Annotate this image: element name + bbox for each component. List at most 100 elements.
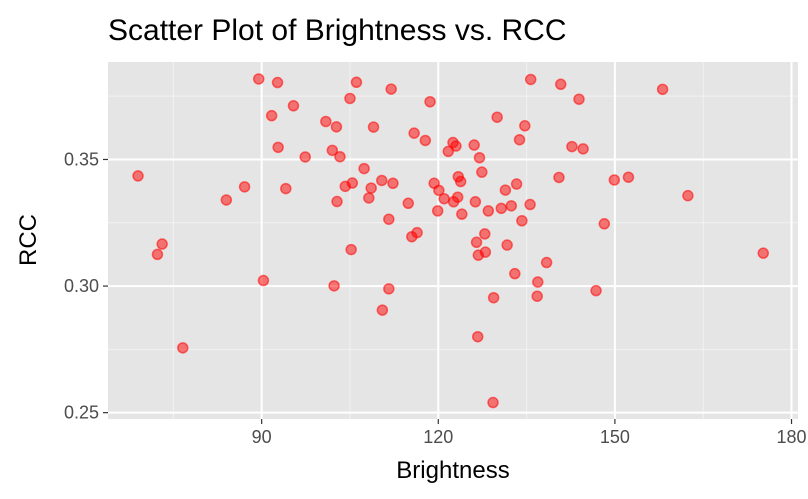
data-point [326, 144, 339, 157]
data-point [524, 198, 536, 211]
data-point [272, 141, 284, 154]
data-point [431, 205, 444, 217]
data-point [328, 280, 340, 292]
data-point [442, 145, 455, 158]
plot-panel [108, 62, 798, 419]
data-point [238, 181, 251, 193]
data-point [553, 171, 565, 184]
data-point [367, 121, 380, 133]
data-point [271, 76, 284, 89]
y-axis-label: RCC [15, 214, 42, 266]
data-point [598, 218, 611, 230]
data-point [519, 120, 531, 132]
data-point [438, 192, 450, 205]
data-point [383, 213, 395, 225]
data-point [682, 189, 694, 202]
y-tick-label: 0.35 [64, 149, 99, 169]
data-point [487, 291, 500, 304]
data-point [132, 170, 144, 182]
data-point [532, 276, 544, 288]
data-point [540, 256, 553, 269]
data-point [476, 166, 488, 178]
data-point [376, 174, 388, 187]
data-point [573, 93, 585, 105]
data-point [156, 238, 168, 250]
data-point [470, 236, 483, 249]
x-tick-label: 120 [423, 427, 453, 447]
data-point [554, 78, 567, 91]
data-point [468, 139, 480, 151]
data-point [495, 202, 508, 215]
data-point [469, 196, 482, 208]
data-point [566, 140, 578, 153]
data-point [524, 73, 537, 86]
data-point [346, 177, 359, 189]
data-point [433, 184, 445, 197]
data-point [151, 248, 164, 261]
chart-title: Scatter Plot of Brightness vs. RCC [108, 14, 567, 47]
data-point [451, 191, 464, 203]
data-point [424, 96, 436, 108]
x-tick-label: 90 [252, 427, 272, 447]
major-gridlines [108, 62, 798, 419]
data-points [132, 73, 770, 409]
data-point [622, 171, 635, 183]
data-point [376, 304, 389, 316]
data-point [505, 200, 518, 212]
data-point [473, 151, 486, 164]
data-point [471, 330, 484, 343]
data-point [516, 215, 528, 227]
data-point [608, 174, 621, 186]
data-point [330, 121, 343, 133]
data-point [344, 92, 356, 105]
x-axis-label: Brightness [396, 457, 509, 484]
data-point [257, 274, 270, 287]
data-point [320, 115, 332, 128]
data-point [487, 396, 499, 409]
y-tick-label: 0.30 [64, 276, 99, 296]
data-point [220, 194, 233, 206]
data-point [482, 205, 495, 217]
data-point [411, 226, 423, 239]
data-point [531, 290, 543, 302]
data-point [513, 133, 526, 146]
data-point [358, 162, 370, 175]
data-point [757, 247, 770, 259]
data-point [287, 100, 300, 112]
data-point [280, 182, 292, 195]
x-tick-label: 180 [777, 427, 807, 447]
data-point [345, 243, 357, 256]
data-point [479, 246, 492, 258]
data-point [252, 73, 265, 85]
data-point [450, 140, 462, 152]
data-point [387, 177, 399, 190]
data-point [385, 83, 397, 95]
data-point [590, 284, 602, 297]
data-point [456, 208, 468, 220]
data-point [656, 83, 669, 96]
data-point [419, 134, 432, 147]
y-tick-label: 0.25 [64, 403, 99, 423]
data-point [577, 143, 589, 155]
data-point [408, 127, 420, 139]
data-point [499, 184, 512, 196]
data-point [334, 150, 346, 163]
data-point [177, 342, 189, 354]
data-point [491, 111, 503, 123]
data-point [509, 267, 521, 280]
data-point [350, 76, 363, 89]
x-axis-ticks: 90 120 150 180 [252, 419, 807, 447]
data-point [501, 239, 513, 251]
data-point [265, 109, 278, 122]
y-axis-ticks: 0.25 0.30 0.35 [64, 149, 108, 423]
data-point [510, 178, 523, 190]
data-point [363, 192, 375, 204]
data-point [383, 283, 395, 295]
x-tick-label: 150 [600, 427, 630, 447]
data-point [365, 182, 377, 194]
data-point [331, 195, 343, 208]
data-point [479, 228, 491, 240]
data-point [454, 175, 467, 188]
data-point [402, 197, 415, 210]
